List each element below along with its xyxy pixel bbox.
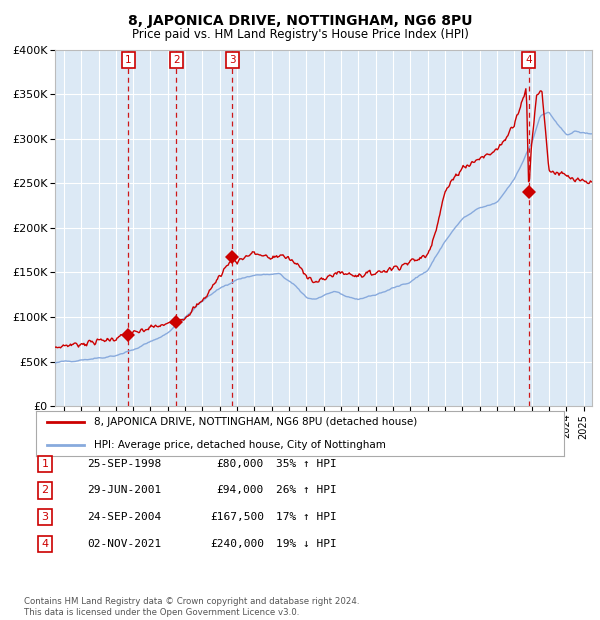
Text: 8, JAPONICA DRIVE, NOTTINGHAM, NG6 8PU (detached house): 8, JAPONICA DRIVE, NOTTINGHAM, NG6 8PU (… <box>94 417 418 427</box>
Text: 17% ↑ HPI: 17% ↑ HPI <box>276 512 337 522</box>
Text: 3: 3 <box>229 55 236 65</box>
Text: 19% ↓ HPI: 19% ↓ HPI <box>276 539 337 549</box>
Text: 3: 3 <box>41 512 49 522</box>
Text: 2: 2 <box>173 55 179 65</box>
Text: 8, JAPONICA DRIVE, NOTTINGHAM, NG6 8PU: 8, JAPONICA DRIVE, NOTTINGHAM, NG6 8PU <box>128 14 472 28</box>
Text: £94,000: £94,000 <box>217 485 264 495</box>
Text: 25-SEP-1998: 25-SEP-1998 <box>87 459 161 469</box>
Text: 4: 4 <box>526 55 532 65</box>
Text: 24-SEP-2004: 24-SEP-2004 <box>87 512 161 522</box>
Text: 1: 1 <box>41 459 49 469</box>
Text: 4: 4 <box>41 539 49 549</box>
Text: Contains HM Land Registry data © Crown copyright and database right 2024.
This d: Contains HM Land Registry data © Crown c… <box>24 598 359 617</box>
Text: £240,000: £240,000 <box>210 539 264 549</box>
Text: 1: 1 <box>125 55 132 65</box>
Text: 29-JUN-2001: 29-JUN-2001 <box>87 485 161 495</box>
Text: HPI: Average price, detached house, City of Nottingham: HPI: Average price, detached house, City… <box>94 440 386 450</box>
Text: 26% ↑ HPI: 26% ↑ HPI <box>276 485 337 495</box>
Text: £167,500: £167,500 <box>210 512 264 522</box>
Text: 02-NOV-2021: 02-NOV-2021 <box>87 539 161 549</box>
Text: Price paid vs. HM Land Registry's House Price Index (HPI): Price paid vs. HM Land Registry's House … <box>131 28 469 41</box>
Text: 2: 2 <box>41 485 49 495</box>
Text: £80,000: £80,000 <box>217 459 264 469</box>
Text: 35% ↑ HPI: 35% ↑ HPI <box>276 459 337 469</box>
